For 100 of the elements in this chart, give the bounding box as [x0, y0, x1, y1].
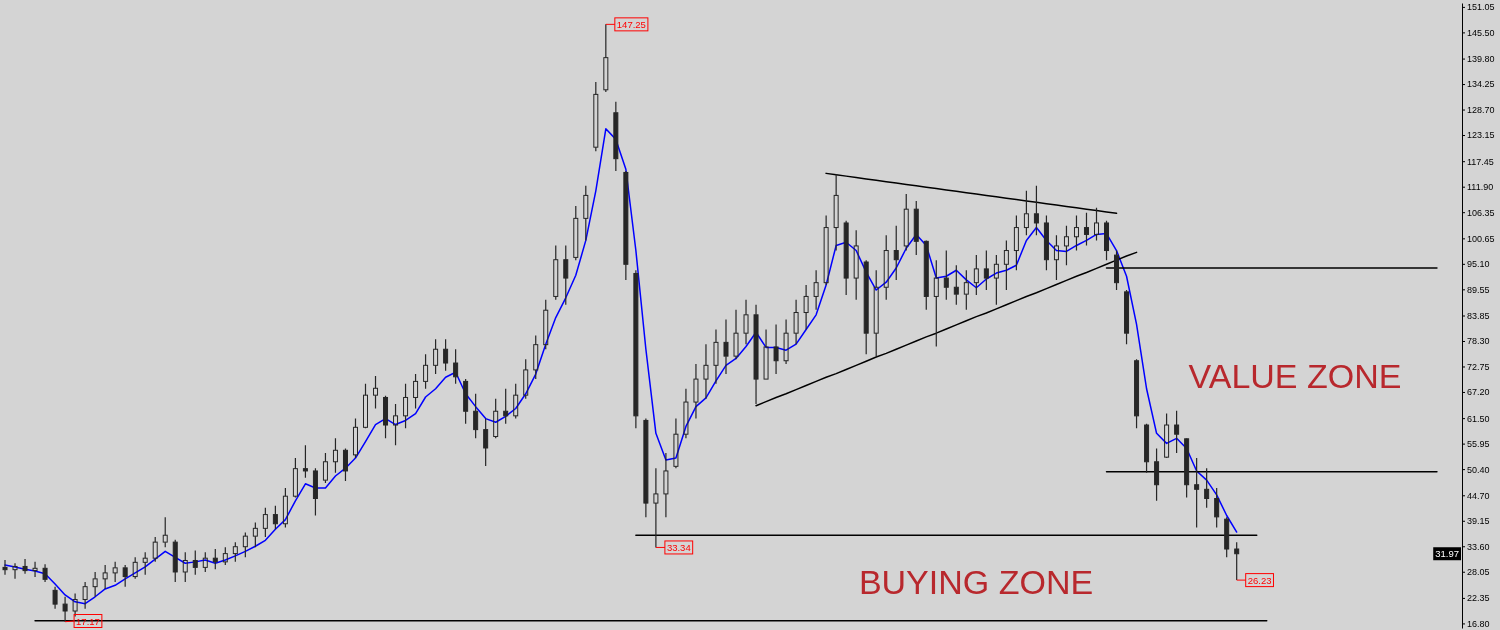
y-tick-label: 95.10: [1467, 259, 1490, 270]
annotation: BUYING ZONE: [858, 563, 1094, 601]
candlestick: [913, 200, 919, 256]
candlestick: [953, 264, 959, 306]
y-tick-label: 111.90: [1467, 182, 1494, 193]
candlestick: [793, 299, 799, 345]
candlestick: [663, 452, 669, 518]
candlestick: [162, 516, 168, 548]
candlestick: [1083, 212, 1089, 247]
candlestick: [483, 418, 489, 467]
candlestick: [1194, 457, 1200, 529]
candlestick: [683, 388, 689, 439]
candlestick: [393, 403, 399, 446]
y-tick-label: 128.70: [1467, 104, 1495, 115]
candlestick: [803, 284, 809, 331]
candlestick: [302, 444, 308, 479]
candlestick: [823, 215, 829, 286]
candlestick: [713, 328, 719, 385]
candlestick: [643, 418, 649, 518]
y-tick-label: 83.85: [1467, 310, 1490, 321]
y-tick-label: 16.80: [1467, 618, 1490, 629]
candlestick: [893, 225, 899, 281]
y-tick-label: 134.25: [1467, 79, 1495, 90]
candlestick: [473, 393, 479, 439]
candlestick: [773, 323, 779, 375]
candlestick: [1023, 190, 1029, 236]
candlestick: [413, 373, 419, 410]
candlestick: [32, 561, 38, 578]
candlestick: [943, 249, 949, 301]
y-tick-label: 89.55: [1467, 284, 1490, 295]
candlestick: [763, 328, 769, 380]
candlestick: [92, 571, 98, 598]
y-tick-label: 117.45: [1467, 156, 1494, 167]
candlestick: [933, 259, 939, 348]
y-tick-label: 39.15: [1467, 516, 1490, 527]
y-tick-label: 28.05: [1467, 567, 1490, 578]
candlestick: [182, 551, 188, 583]
candlestick: [903, 193, 909, 252]
candlestick: [863, 259, 869, 355]
candlestick: [623, 171, 629, 281]
candlestick: [1053, 234, 1059, 281]
y-tick-label: 33.60: [1467, 541, 1490, 552]
candlestick: [973, 254, 979, 296]
candlestick: [743, 299, 749, 345]
candlestick: [1073, 215, 1079, 252]
y-tick-label: 145.50: [1467, 27, 1495, 38]
candlestick: [673, 418, 679, 469]
candlestick: [533, 334, 539, 380]
y-tick-label: 50.40: [1467, 464, 1490, 475]
candlestick: [993, 254, 999, 306]
y-tick-label: 151.05: [1467, 2, 1495, 13]
candlestick: [563, 244, 569, 306]
annotation: VALUE ZONE: [1188, 357, 1402, 395]
candlestick: [52, 586, 58, 610]
candlestick: [332, 437, 338, 474]
candlestick: [853, 229, 859, 301]
candlestick: [1214, 487, 1220, 529]
y-tick-label: 55.95: [1467, 439, 1490, 449]
candlestick: [613, 101, 619, 172]
annotation: 26.23: [1247, 574, 1272, 586]
y-tick-label: 139.80: [1467, 53, 1495, 64]
candlestick: [583, 185, 589, 242]
candlestick: [883, 234, 889, 301]
candlestick: [453, 348, 459, 385]
candlestick: [653, 467, 659, 549]
candlestick: [312, 467, 318, 517]
candlestick: [142, 551, 148, 576]
candlestick: [72, 592, 78, 618]
candlestick: [783, 318, 789, 365]
candlestick: [843, 220, 849, 296]
candlestick: [433, 338, 439, 375]
candlestick: [373, 375, 379, 410]
candlestick: [873, 269, 879, 357]
candlestick: [1234, 541, 1240, 581]
y-tick-label: 22.35: [1467, 593, 1490, 604]
candlestick: [423, 353, 429, 390]
y-tick-label: 67.20: [1467, 387, 1490, 398]
candlestick: [82, 581, 88, 610]
candlestick: [1154, 447, 1160, 502]
candlestick: [1063, 225, 1069, 266]
annotation: 33.34: [666, 541, 691, 553]
y-tick-label: 78.30: [1467, 336, 1490, 347]
candlestick: [22, 558, 28, 575]
candlestick: [1094, 207, 1100, 242]
candlestick: [963, 269, 969, 311]
y-tick-label: 106.35: [1467, 207, 1495, 218]
candlestick: [603, 23, 609, 93]
annotation: 147.25: [616, 18, 646, 30]
candlestick: [723, 318, 729, 375]
y-tick-label: 44.70: [1467, 490, 1490, 501]
candlestick: [733, 309, 739, 360]
candlestick: [1033, 185, 1039, 236]
candlestick: [403, 383, 409, 429]
candlestick: [12, 562, 18, 580]
y-tick-label: 100.65: [1467, 233, 1495, 244]
candlestick: [693, 363, 699, 420]
candlestick: [2, 559, 8, 576]
candlestick: [503, 388, 509, 425]
candlestick: [102, 564, 108, 590]
y-tick-label: 72.75: [1467, 361, 1490, 372]
